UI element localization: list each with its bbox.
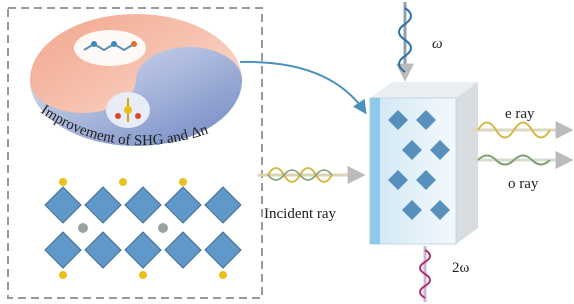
e-ray-label: e ray — [505, 106, 535, 122]
curved-arrow — [240, 62, 365, 112]
page: {"panel": {"caption": "Improvement of SH… — [0, 0, 574, 304]
omega-label: ω — [432, 36, 443, 52]
o-ray-wave — [470, 156, 570, 165]
diagram: Improvement of SHG and Δn ω — [0, 0, 574, 304]
o-ray-label: o ray — [508, 176, 539, 192]
omega-wave — [399, 2, 411, 78]
crystal-structure — [45, 187, 241, 268]
two-omega-wave — [420, 246, 430, 302]
incident-label: Incident ray — [264, 206, 337, 222]
incident-wave — [258, 168, 362, 182]
crystal-slab — [370, 82, 478, 244]
two-omega-label: 2ω — [452, 260, 470, 276]
e-ray-wave — [470, 123, 570, 138]
